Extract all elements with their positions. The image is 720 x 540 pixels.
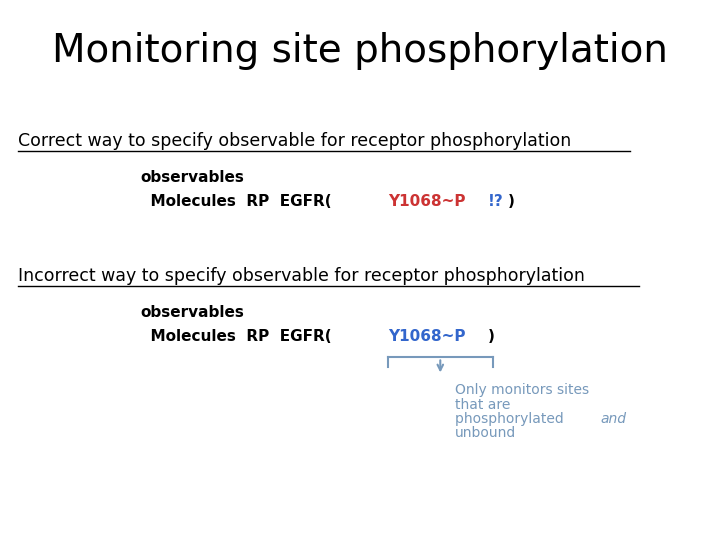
Text: Correct way to specify observable for receptor phosphorylation: Correct way to specify observable for re… <box>18 132 571 150</box>
Text: that are: that are <box>455 397 510 411</box>
Text: unbound: unbound <box>455 426 516 440</box>
Text: Molecules  RP  EGFR(: Molecules RP EGFR( <box>140 329 332 345</box>
Text: Incorrect way to specify observable for receptor phosphorylation: Incorrect way to specify observable for … <box>18 267 585 285</box>
Text: !?: !? <box>487 194 503 210</box>
Text: Only monitors sites: Only monitors sites <box>455 383 589 397</box>
Text: and: and <box>600 412 626 426</box>
Text: Y1068~P: Y1068~P <box>387 329 465 345</box>
Text: Y1068~P: Y1068~P <box>387 194 465 210</box>
Text: phosphorylated: phosphorylated <box>455 412 568 426</box>
Text: observables: observables <box>140 305 244 320</box>
Text: observables: observables <box>140 170 244 185</box>
Text: ): ) <box>508 194 515 210</box>
Text: Monitoring site phosphorylation: Monitoring site phosphorylation <box>52 32 668 70</box>
Text: Molecules  RP  EGFR(: Molecules RP EGFR( <box>140 194 332 210</box>
Text: ): ) <box>487 329 495 345</box>
